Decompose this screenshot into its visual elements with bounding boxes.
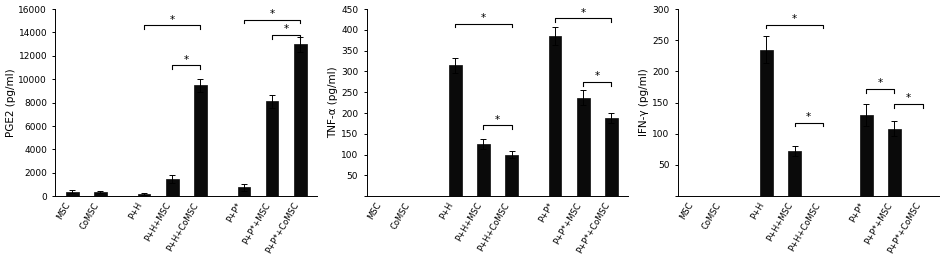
Bar bbox=[194, 85, 207, 196]
Y-axis label: IFN-γ (pg/ml): IFN-γ (pg/ml) bbox=[639, 69, 649, 137]
Bar bbox=[294, 44, 306, 196]
Text: *: * bbox=[495, 115, 499, 125]
Text: *: * bbox=[791, 14, 796, 24]
Bar bbox=[448, 65, 461, 196]
Bar bbox=[265, 102, 278, 196]
Bar bbox=[94, 192, 107, 196]
Text: *: * bbox=[594, 71, 599, 81]
Bar bbox=[887, 129, 900, 196]
Bar bbox=[477, 144, 489, 196]
Text: *: * bbox=[283, 24, 289, 34]
Y-axis label: PGE2 (pg/ml): PGE2 (pg/ml) bbox=[6, 68, 15, 137]
Text: *: * bbox=[805, 112, 810, 122]
Text: *: * bbox=[183, 55, 189, 65]
Bar bbox=[505, 155, 517, 196]
Text: *: * bbox=[905, 93, 910, 103]
Text: *: * bbox=[480, 13, 485, 23]
Text: *: * bbox=[269, 9, 275, 19]
Y-axis label: TNF-α (pg/ml): TNF-α (pg/ml) bbox=[328, 67, 338, 138]
Bar bbox=[138, 194, 150, 196]
Text: *: * bbox=[170, 15, 175, 25]
Text: *: * bbox=[580, 8, 585, 18]
Bar bbox=[787, 151, 800, 196]
Bar bbox=[859, 115, 871, 196]
Bar bbox=[66, 192, 78, 196]
Text: *: * bbox=[877, 78, 882, 88]
Bar bbox=[604, 118, 617, 196]
Bar bbox=[759, 50, 772, 196]
Bar bbox=[577, 98, 589, 196]
Bar bbox=[548, 36, 561, 196]
Bar bbox=[166, 179, 178, 196]
Bar bbox=[237, 187, 250, 196]
